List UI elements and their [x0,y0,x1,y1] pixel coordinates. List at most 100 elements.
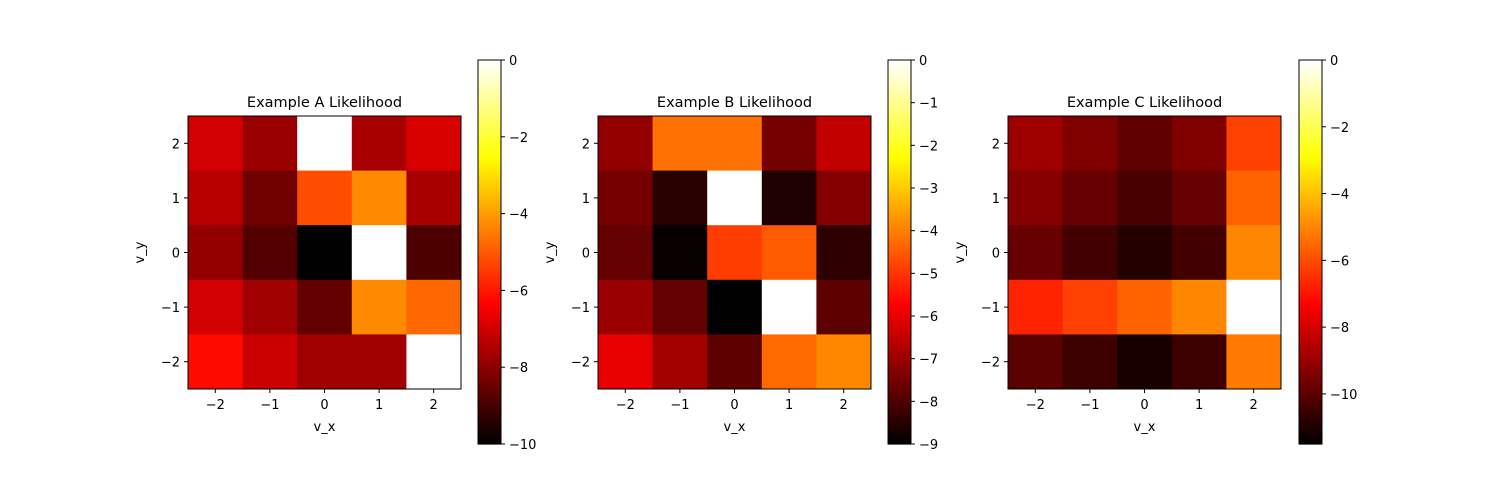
colorbar-segment [1299,348,1322,352]
colorbar-segment [888,303,911,307]
colorbar-tick-label: −4 [919,225,938,240]
colorbar-segment [478,188,501,192]
colorbar-segment [888,111,911,115]
x-tick-label: 2 [840,398,848,413]
colorbar-segment [478,162,501,167]
colorbar-segment [478,127,501,131]
heatmap-cell: v_x=-1, v_y=-2: -6.9 [652,334,708,390]
colorbar: 0 −2 −4 −6 −8 −10 [477,54,536,453]
colorbar-segment [1299,165,1322,170]
colorbar-segment [888,344,911,349]
colorbar-tick-label: −6 [919,310,938,325]
colorbar-segment [478,258,501,263]
colorbar-segment [888,165,911,170]
colorbar-segment [478,156,501,160]
colorbar-tick-label: −5 [919,267,938,282]
heatmap-cell: v_x=-2, v_y=-1: -6.7 [1008,279,1064,335]
colorbar-segment [888,188,911,192]
heatmap-cell: v_x=2, v_y=2: -6.2 [1226,116,1282,172]
colorbar-segment [1299,204,1322,208]
heatmap-cell: v_x=-2, v_y=-1: -7 [188,279,244,335]
heatmap-cell: v_x=-2, v_y=0: -7.7 [598,225,654,281]
x-tick-label: 2 [1250,398,1258,413]
colorbar-segment [478,328,501,333]
colorbar-tick-label: −8 [1330,321,1349,336]
colorbar-segment [1299,188,1322,192]
heatmap-cell: v_x=0, v_y=-1: -5.6 [1117,279,1173,335]
colorbar-segment [478,399,501,403]
heatmap-cell: v_x=1, v_y=-1: -5 [1171,279,1227,335]
heatmap-cell: v_x=2, v_y=1: -7.3 [816,170,872,226]
colorbar-segment [888,146,911,151]
colorbar-segment [888,210,911,215]
heatmap-cell: v_x=-1, v_y=0: -8.8 [242,225,298,281]
colorbar-segment [1299,418,1322,423]
heatmap-cell: v_x=-1, v_y=-2: -10.5 [1062,334,1118,390]
colorbar-segment [478,140,501,144]
colorbar-segment [1299,312,1322,317]
colorbar-segment [1299,415,1322,419]
heatmap-cell: v_x=-2, v_y=2: -7.1 [598,116,654,172]
colorbar-segment [888,316,911,320]
y-tick-label: −2 [981,356,1000,371]
colorbar-segment [888,159,911,163]
heatmap-cell: v_x=1, v_y=1: -9.8 [1171,170,1227,226]
colorbar-segment [888,226,911,231]
colorbar-segment [1299,274,1322,279]
colorbar-segment [1299,207,1322,211]
colorbar-segment [888,383,911,387]
colorbar-segment [478,69,501,74]
colorbar-segment [888,127,911,131]
colorbar-segment [888,104,911,109]
colorbar-segment [478,111,501,115]
colorbar-tick-label: −6 [509,284,528,299]
colorbar-segment [1299,127,1322,131]
colorbar-segment [888,82,911,87]
colorbar-tick-label: −2 [1330,121,1349,136]
colorbar-segment [888,274,911,279]
colorbar-segment [888,255,911,259]
x-tick-label: 0 [730,398,738,413]
colorbar-segment [1299,168,1322,173]
colorbar-segment [1299,277,1322,282]
colorbar-segment [888,392,911,397]
colorbar-segment [1299,85,1322,90]
heatmap-cell: v_x=2, v_y=1: -7.6 [406,170,462,226]
colorbar-segment [478,245,501,250]
colorbar-segment [478,143,501,147]
colorbar-segment [478,197,501,202]
y-tick-label: −1 [161,301,180,316]
colorbar-segment [1299,399,1322,403]
colorbar-segment [1299,306,1322,311]
colorbar-segment [478,85,501,90]
colorbar-segment [478,117,501,122]
x-tick-label: 1 [1195,398,1203,413]
colorbar-segment [1299,181,1322,186]
x-tick-label: −1 [670,398,689,413]
colorbar-segment [478,130,501,135]
colorbar-segment [888,364,911,368]
colorbar-segment [478,264,501,269]
colorbar-segment [1299,239,1322,243]
colorbar-segment [478,133,501,138]
colorbar-segment [888,431,911,435]
heatmap-cell: v_x=2, v_y=0: -8.9 [406,225,462,281]
colorbar-segment [478,357,501,362]
colorbar-segment [888,357,911,362]
heatmap-cell: v_x=2, v_y=-2: -3.9 [816,334,872,390]
colorbar-segment [1299,440,1322,445]
colorbar-tick-label: −2 [919,139,938,154]
colorbar-segment [478,200,501,205]
colorbar-segment [478,277,501,282]
colorbar-frame [887,59,912,445]
colorbar-segment [1299,428,1322,432]
colorbar-segment [1299,261,1322,266]
colorbar-segment [478,284,501,288]
colorbar-segment [478,364,501,368]
colorbar-segment [1299,335,1322,339]
heatmap-cell: v_x=-1, v_y=0: -10.4 [1062,225,1118,281]
heatmap-cell: v_x=1, v_y=2: -7.6 [351,116,407,172]
colorbar-segment [478,287,501,291]
colorbar-segment [888,101,911,106]
colorbar-segment [478,274,501,279]
